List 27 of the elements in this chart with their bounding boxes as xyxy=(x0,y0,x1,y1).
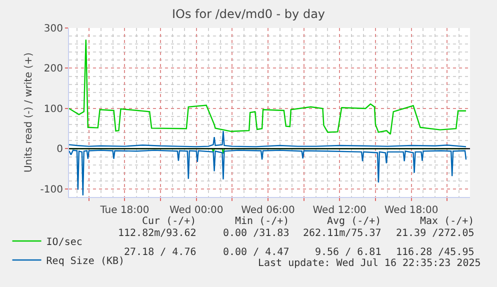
y-tick-label: 0 xyxy=(56,144,63,156)
text: Max (-/+) xyxy=(420,216,474,227)
text: 116.28 /45.95 xyxy=(396,247,474,258)
text: Avg (-/+) xyxy=(327,216,382,227)
legend-label: IO/sec xyxy=(46,236,82,248)
text: 112.82m/93.62 xyxy=(118,228,196,239)
y-tick-label: -100 xyxy=(40,184,63,196)
text: 21.39 /272.05 xyxy=(396,228,474,239)
text: Min (-/+) xyxy=(235,216,290,227)
y-tick-label: 300 xyxy=(44,24,63,34)
text: 0.00 / 4.47 xyxy=(223,247,290,258)
y-axis-title: Units read (-) / write (+) xyxy=(23,52,34,173)
x-tick-label: Wed 00:00 xyxy=(169,205,224,216)
x-tick-label: Wed 12:00 xyxy=(312,205,367,216)
y-tick-label: 100 xyxy=(44,104,63,115)
chart-title: IOs for /dev/md0 - by day xyxy=(172,7,326,22)
legend-label: Req Size (KB) xyxy=(46,256,125,267)
text: 262.11m/75.37 xyxy=(303,228,382,239)
x-tick-label: Wed 18:00 xyxy=(384,205,438,216)
text: Cur (-/+) xyxy=(142,216,196,227)
y-tick-label: 200 xyxy=(44,64,63,75)
text: 0.00 /31.83 xyxy=(223,228,290,239)
text: 9.56 / 6.81 xyxy=(315,247,382,258)
text: Last update: Wed Jul 16 22:35:23 2025 xyxy=(258,258,481,269)
x-tick-label: Tue 18:00 xyxy=(99,205,150,216)
text: 27.18 / 4.76 xyxy=(124,247,196,258)
x-tick-label: Wed 06:00 xyxy=(241,205,295,216)
